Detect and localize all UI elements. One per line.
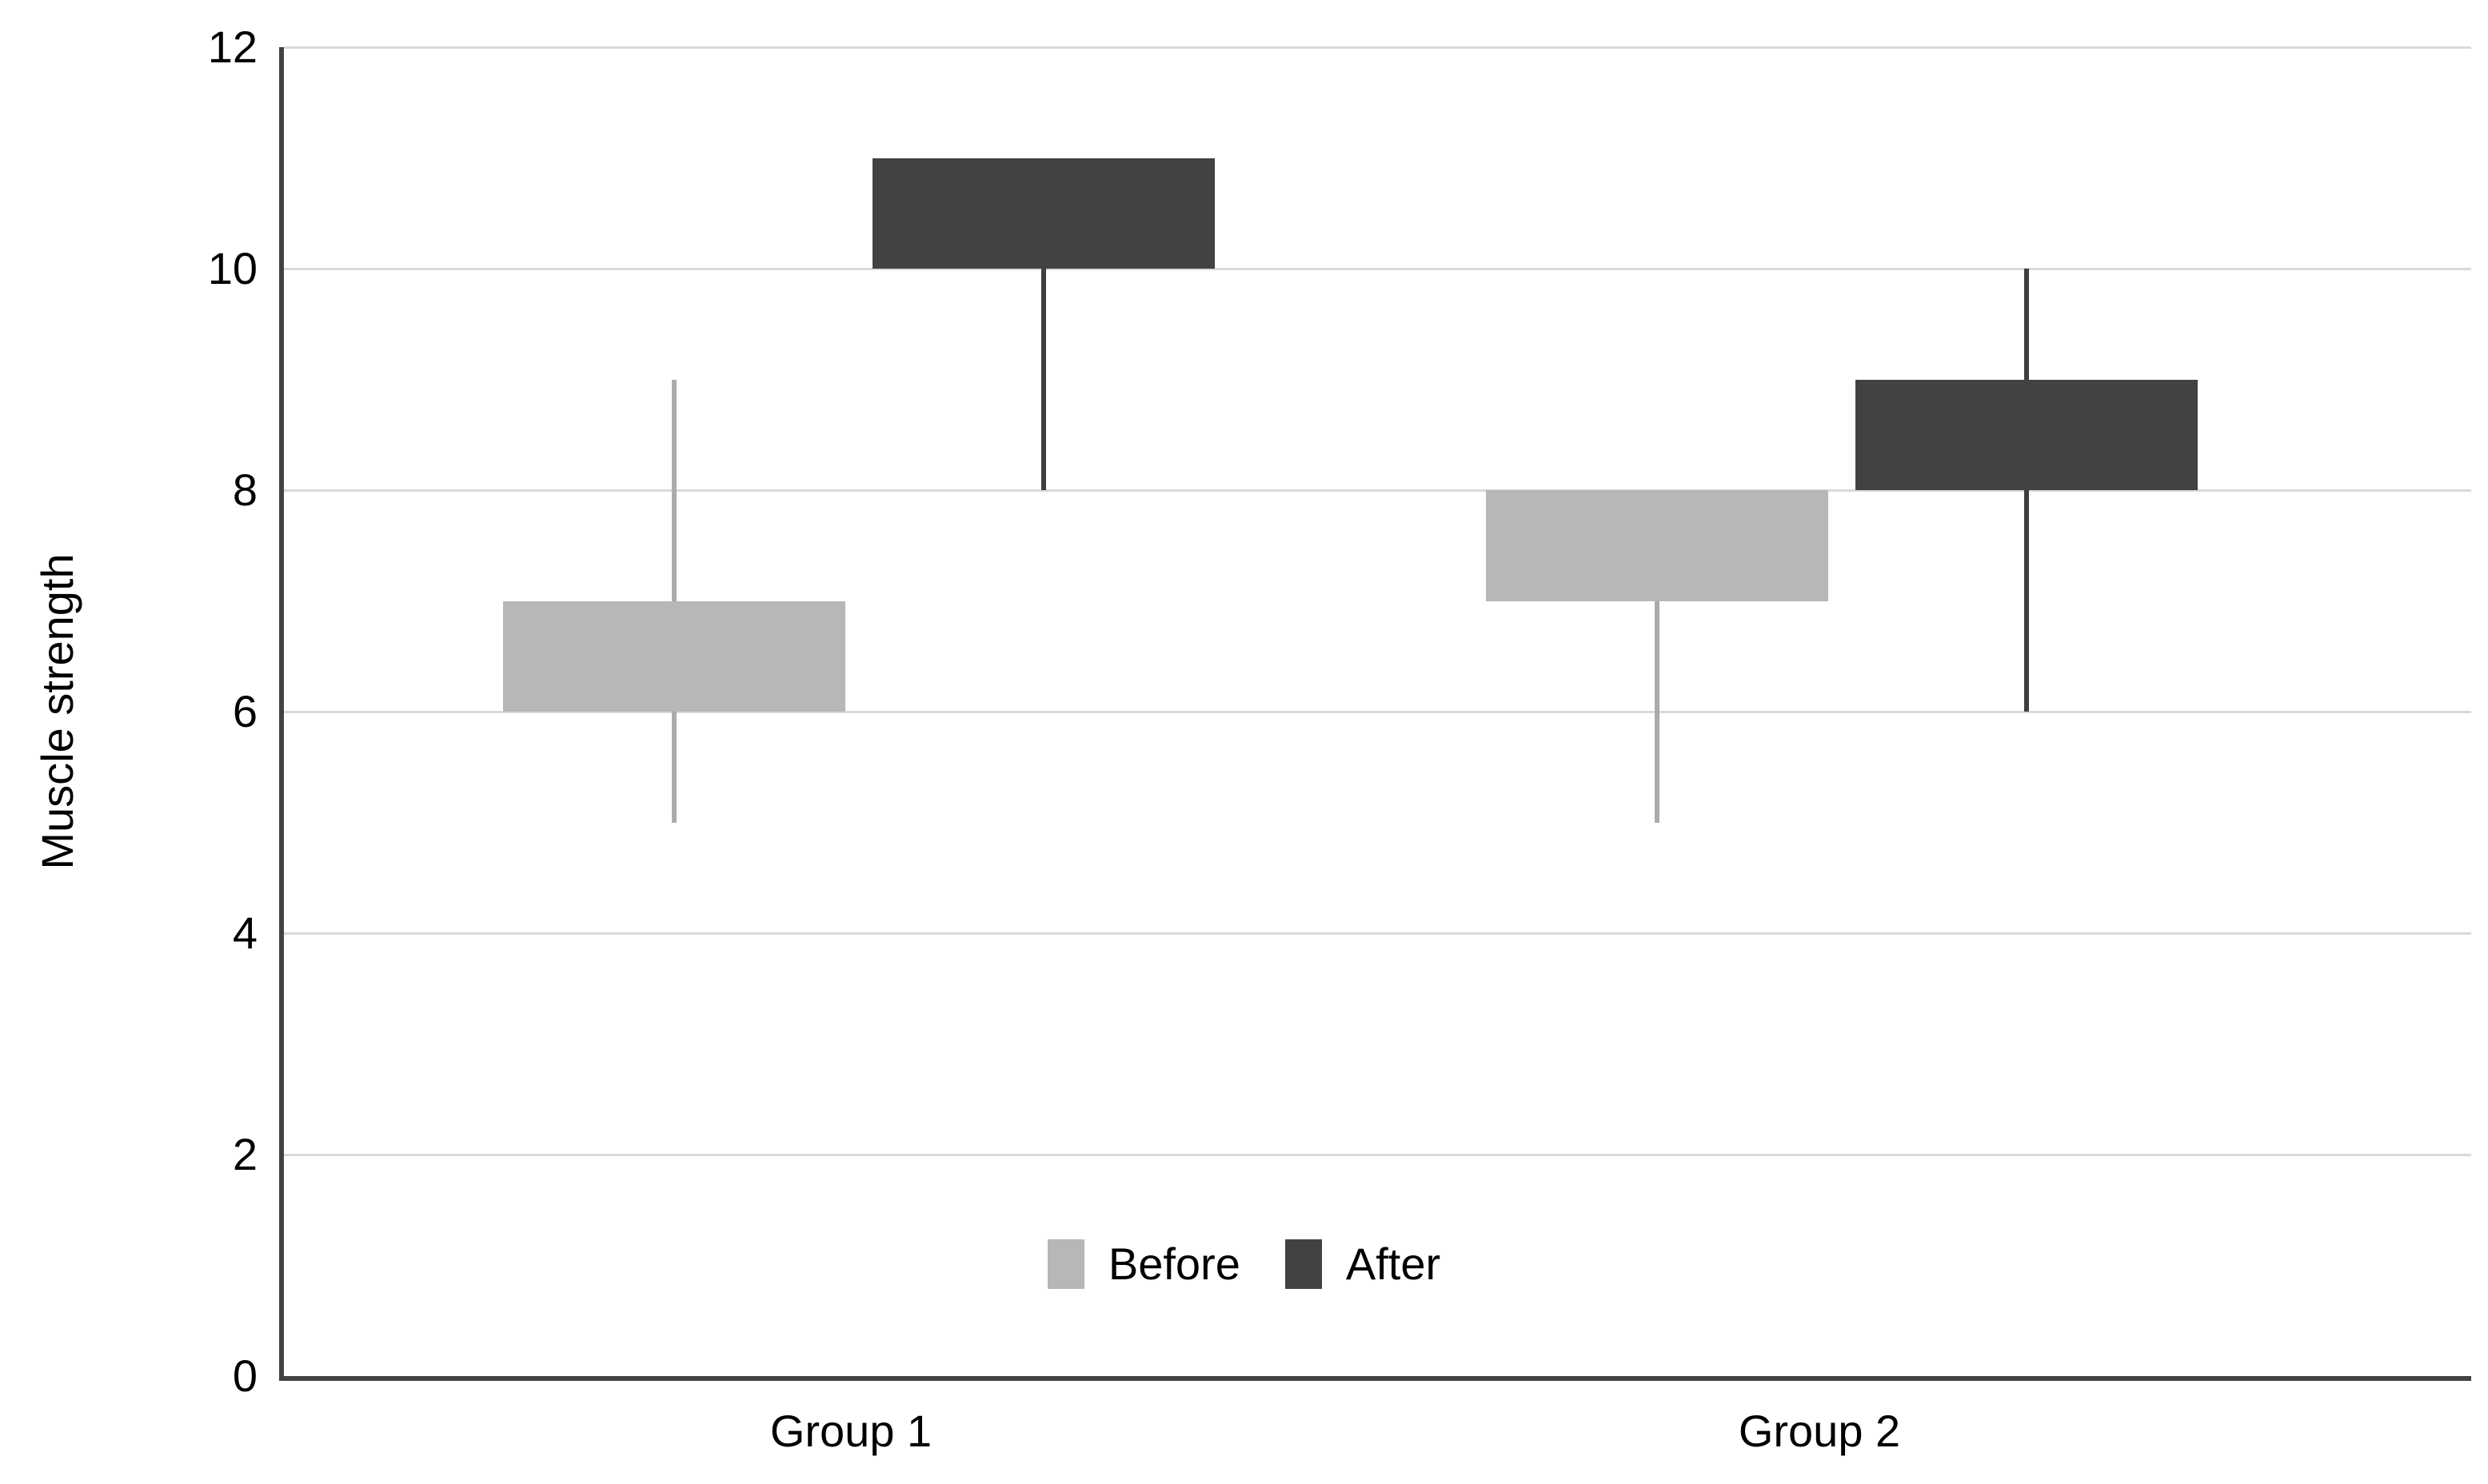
candle-group-2-after bbox=[1855, 379, 2198, 490]
gridline bbox=[284, 931, 2471, 935]
gridline bbox=[284, 46, 2471, 49]
y-tick-label: 4 bbox=[232, 908, 258, 958]
legend-swatch-after-icon bbox=[1284, 1239, 1322, 1289]
gridline bbox=[284, 1153, 2471, 1156]
gridline bbox=[284, 489, 2471, 492]
gridline bbox=[284, 267, 2471, 270]
candle-group-1-after bbox=[873, 158, 1215, 269]
y-tick-label: 8 bbox=[232, 465, 258, 515]
whisker-group-2-after bbox=[2024, 269, 2029, 712]
x-axis-label-group-1: Group 1 bbox=[769, 1406, 933, 1456]
whisker-group-1-after bbox=[1041, 158, 1046, 490]
gridline bbox=[284, 710, 2471, 713]
candle-group-1-before bbox=[503, 600, 845, 712]
candle-group-2-before bbox=[1486, 490, 1828, 601]
legend-label-before: Before bbox=[1108, 1239, 1240, 1289]
legend-item-before: Before bbox=[1047, 1239, 1240, 1289]
legend-swatch-before-icon bbox=[1047, 1239, 1084, 1289]
legend-item-after: After bbox=[1284, 1239, 1441, 1289]
y-tick-label: 2 bbox=[232, 1129, 258, 1179]
legend: Before After bbox=[0, 1239, 2488, 1289]
x-axis-line bbox=[279, 1376, 2471, 1381]
y-tick-label: 6 bbox=[232, 686, 258, 736]
y-tick-label: 10 bbox=[207, 243, 258, 293]
y-axis-line bbox=[279, 47, 284, 1381]
y-tick-label: 0 bbox=[232, 1350, 258, 1401]
x-axis-label-group-2: Group 2 bbox=[1738, 1406, 1901, 1456]
y-tick-label: 12 bbox=[207, 22, 258, 72]
legend-label-after: After bbox=[1345, 1239, 1441, 1289]
whisker-group-2-before bbox=[1655, 490, 1659, 823]
